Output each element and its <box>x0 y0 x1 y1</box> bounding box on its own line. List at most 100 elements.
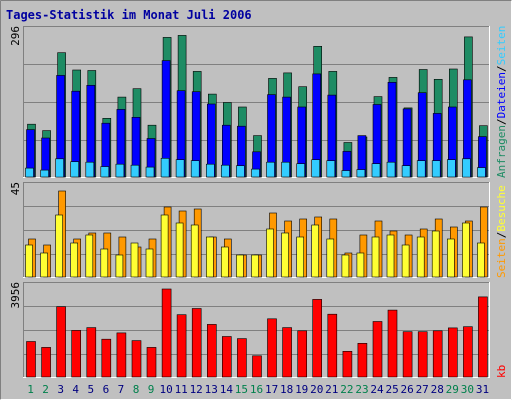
bar-besuche-day-6 <box>100 248 109 278</box>
y-max-label: 45 <box>9 182 22 195</box>
bar-besuche-day-3 <box>55 214 63 278</box>
chart-panels <box>23 26 490 378</box>
bar-besuche-day-5 <box>85 234 94 278</box>
bar-besuche-day-4 <box>70 242 78 278</box>
bar-kb-day-8 <box>131 340 142 378</box>
y-max-label: 3956 <box>9 282 22 309</box>
day-label-14: 14 <box>220 383 234 396</box>
bar-besuche-day-17 <box>266 228 274 278</box>
bar-kb-day-26 <box>402 331 413 378</box>
bar-seiten-day-18 <box>281 161 290 178</box>
bar-seiten-day-12 <box>190 160 200 178</box>
day-label-15: 15 <box>235 383 248 396</box>
bar-kb-day-17 <box>267 318 277 378</box>
bar-seiten-day-13 <box>206 163 215 178</box>
day-labels: 1 2 3 4 5 6 7 8 9 10 11 12 13 14 15 16 17 18 19 20 21 22 23 24 2… <box>27 383 489 396</box>
day-label-4: 4 <box>72 383 79 396</box>
legend-item: Dateien <box>495 72 508 118</box>
day-label-22: 22 <box>340 383 353 396</box>
day-label-12: 12 <box>190 383 203 396</box>
bar-besuche-day-23 <box>356 252 365 278</box>
legend-item: / <box>495 65 508 72</box>
bar-kb-day-19 <box>297 330 308 378</box>
legend-item: Anfragen <box>495 125 508 178</box>
bar-seiten-day-16 <box>251 168 260 178</box>
bar-besuche-day-2 <box>40 252 48 278</box>
bar-seiten-day-5 <box>85 161 95 178</box>
bar-kb-day-24 <box>372 321 383 378</box>
bar-kb-day-27 <box>417 331 428 378</box>
day-label-8: 8 <box>133 383 140 396</box>
bar-seiten-day-15 <box>236 165 245 178</box>
legend-item: Seiten <box>495 26 508 66</box>
day-label-20: 20 <box>310 383 323 396</box>
bar-kb-day-21 <box>327 313 338 378</box>
panel-1 <box>23 26 490 178</box>
bar-kb-day-9 <box>146 347 157 378</box>
day-label-29: 29 <box>446 383 459 396</box>
bar-kb-day-11 <box>176 314 187 378</box>
day-label-1: 1 <box>27 383 34 396</box>
bar-kb-day-3 <box>56 306 66 378</box>
bar-seiten-day-23 <box>356 169 366 178</box>
bar-seiten-day-20 <box>311 159 321 178</box>
day-label-31: 31 <box>476 383 489 396</box>
bar-besuche-day-15 <box>236 254 244 278</box>
day-label-2: 2 <box>42 383 49 396</box>
bar-besuche-day-14 <box>221 246 229 278</box>
bar-besuche-day-18 <box>281 232 289 278</box>
bar-besuche-day-19 <box>296 236 305 278</box>
day-label-10: 10 <box>159 383 172 396</box>
bar-kb-day-13 <box>207 324 217 378</box>
bar-kb-day-25 <box>387 309 398 378</box>
bar-seiten-day-17 <box>266 161 275 178</box>
y-max-label: 296 <box>9 26 22 46</box>
bar-seiten-day-25 <box>386 161 396 178</box>
day-label-6: 6 <box>103 383 110 396</box>
bar-besuche-day-11 <box>175 222 184 278</box>
bar-besuche-day-22 <box>341 254 350 278</box>
panel-2 <box>23 182 490 278</box>
bar-kb-day-16 <box>252 355 262 378</box>
bar-seiten-day-29 <box>446 159 456 178</box>
bar-kb-day-22 <box>342 350 353 378</box>
bar-kb-day-1 <box>26 341 36 378</box>
bar-besuche-day-9 <box>145 248 154 278</box>
bar-besuche-day-26 <box>401 244 410 278</box>
day-label-5: 5 <box>87 383 94 396</box>
day-label-26: 26 <box>400 383 413 396</box>
bar-seiten-day-10 <box>160 158 170 178</box>
day-label-25: 25 <box>385 383 398 396</box>
bar-kb-day-31 <box>478 296 488 378</box>
legend-group-2: Seiten/Besuche <box>495 185 508 278</box>
day-label-23: 23 <box>355 383 368 396</box>
legend-group-3: kb <box>495 365 508 378</box>
bar-besuche-day-16 <box>251 254 259 278</box>
legend-item: Seiten <box>495 238 508 278</box>
bar-kb-day-7 <box>116 332 127 378</box>
bar-besuche-day-27 <box>416 236 425 278</box>
day-label-28: 28 <box>431 383 444 396</box>
bar-seiten-day-22 <box>341 170 351 178</box>
bar-besuche-day-1 <box>25 244 33 278</box>
day-label-19: 19 <box>295 383 308 396</box>
bar-seiten-day-7 <box>115 163 125 178</box>
bar-besuche-day-25 <box>386 234 395 278</box>
day-label-17: 17 <box>265 383 278 396</box>
day-label-24: 24 <box>370 383 384 396</box>
bar-seiten-day-26 <box>401 165 411 178</box>
bar-kb-day-23 <box>357 342 368 378</box>
bar-besuche-day-28 <box>431 230 440 278</box>
day-label-18: 18 <box>280 383 293 396</box>
legend-item: / <box>495 118 508 125</box>
bar-besuche-day-31 <box>477 242 485 278</box>
day-label-27: 27 <box>416 383 429 396</box>
bar-seiten-day-30 <box>462 158 471 178</box>
day-label-21: 21 <box>325 383 338 396</box>
bar-seiten-day-21 <box>326 160 336 178</box>
bar-seiten-day-4 <box>70 161 79 178</box>
bar-seiten-day-6 <box>100 166 110 178</box>
day-label-9: 9 <box>148 383 155 396</box>
